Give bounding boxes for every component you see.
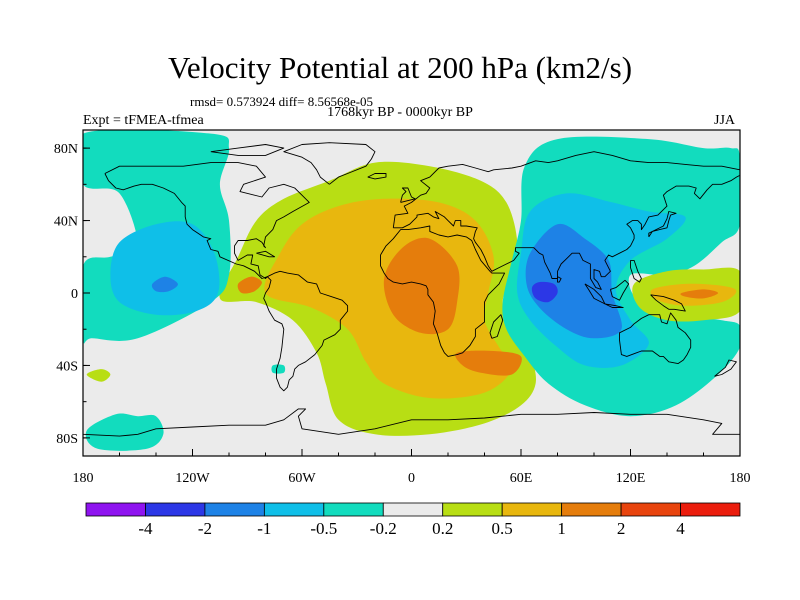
x-tick-label: 120W [175,471,210,486]
coastline-12 [609,279,630,301]
x-tick-label: 120E [616,471,646,486]
colorbar-swatch-8 [561,502,622,517]
contour-fills [83,130,740,451]
colorbar-swatch-1 [145,502,206,517]
coastline-19 [210,144,285,156]
colorbar-swatch-0 [85,502,146,517]
colorbar-label: 4 [676,519,685,538]
y-tick-label: 40N [54,215,78,230]
contour-region-7 [525,223,622,339]
x-tick-label: 60W [288,471,316,486]
colorbar-swatch-9 [620,502,681,517]
colorbar-label: 0.5 [492,519,513,538]
coastline-15 [367,173,387,180]
coastline-2 [283,142,376,185]
coastline-11 [604,303,624,308]
coastline-5 [392,151,740,290]
coastline-8 [400,187,416,203]
y-tick-label: 40S [56,359,78,374]
contour-region-17 [680,289,719,299]
x-tick-label: 180 [73,471,94,486]
coastline-14 [714,359,737,377]
contour-region-12 [85,413,164,451]
colorbar-label: 2 [617,519,626,538]
coastline-7 [83,408,740,437]
coastline-18 [256,250,276,258]
colorbar-swatch-4 [323,502,384,517]
colorbar-swatch-3 [263,502,325,517]
contour-region-8 [531,281,558,303]
colorbar-swatch-7 [501,502,563,517]
coastline-13 [650,294,686,312]
contour-region-4 [237,276,262,294]
colorbar-swatch-6 [442,502,503,517]
colorbar-label: 0.2 [432,519,453,538]
period-label: 1768kyr BP - 0000kyr BP [327,105,473,120]
coastline-4 [489,314,504,339]
y-tick-label: 80S [56,432,78,447]
plot-area [83,130,740,456]
season-label: JJA [714,113,736,128]
coastlines [83,142,740,437]
coastline-16 [630,259,642,283]
x-axis: 180 120W 60W 0 60E 120E 180 [73,449,751,486]
stats-text: rmsd= 0.573924 diff= 8.56568e-05 [190,94,374,109]
chart-title: Velocity Potential at 200 hPa (km2/s) [167,50,633,85]
coastline-17 [557,276,562,283]
colorbar-label: -0.2 [370,519,397,538]
colorbar-swatch-5 [382,502,444,517]
y-tick-label: 0 [71,287,78,302]
experiment-label: Expt = tFMEA-tfmea [83,113,204,128]
coastline-6 [619,312,692,365]
colorbar-swatch-10 [680,502,741,517]
x-tick-label: 0 [408,471,415,486]
contour-region-2 [383,237,460,335]
colorbar-swatch-2 [204,502,265,517]
contour-region-13 [86,369,111,382]
colorbar-label: 1 [557,519,566,538]
x-tick-label: 180 [730,471,751,486]
contour-region-11 [151,276,178,293]
coastline-3 [380,225,506,357]
colorbar-label: -0.5 [310,519,337,538]
coastline-9 [648,211,677,238]
y-axis: 80N 40N 0 40S 80S [54,142,90,447]
colorbar-label: -1 [257,519,271,538]
colorbar-label: -2 [198,519,212,538]
contour-region-14 [271,364,286,374]
contour-region-10 [110,221,220,316]
y-tick-label: 80N [54,142,78,157]
colorbar-label: -4 [138,519,153,538]
coastline-1 [263,270,349,392]
x-tick-label: 60E [510,471,533,486]
colorbar: -4 -2 -1 -0.5 -0.2 0.2 0.5 1 2 4 [85,502,741,538]
coastline-0 [104,162,310,279]
contour-region-3 [455,350,522,376]
